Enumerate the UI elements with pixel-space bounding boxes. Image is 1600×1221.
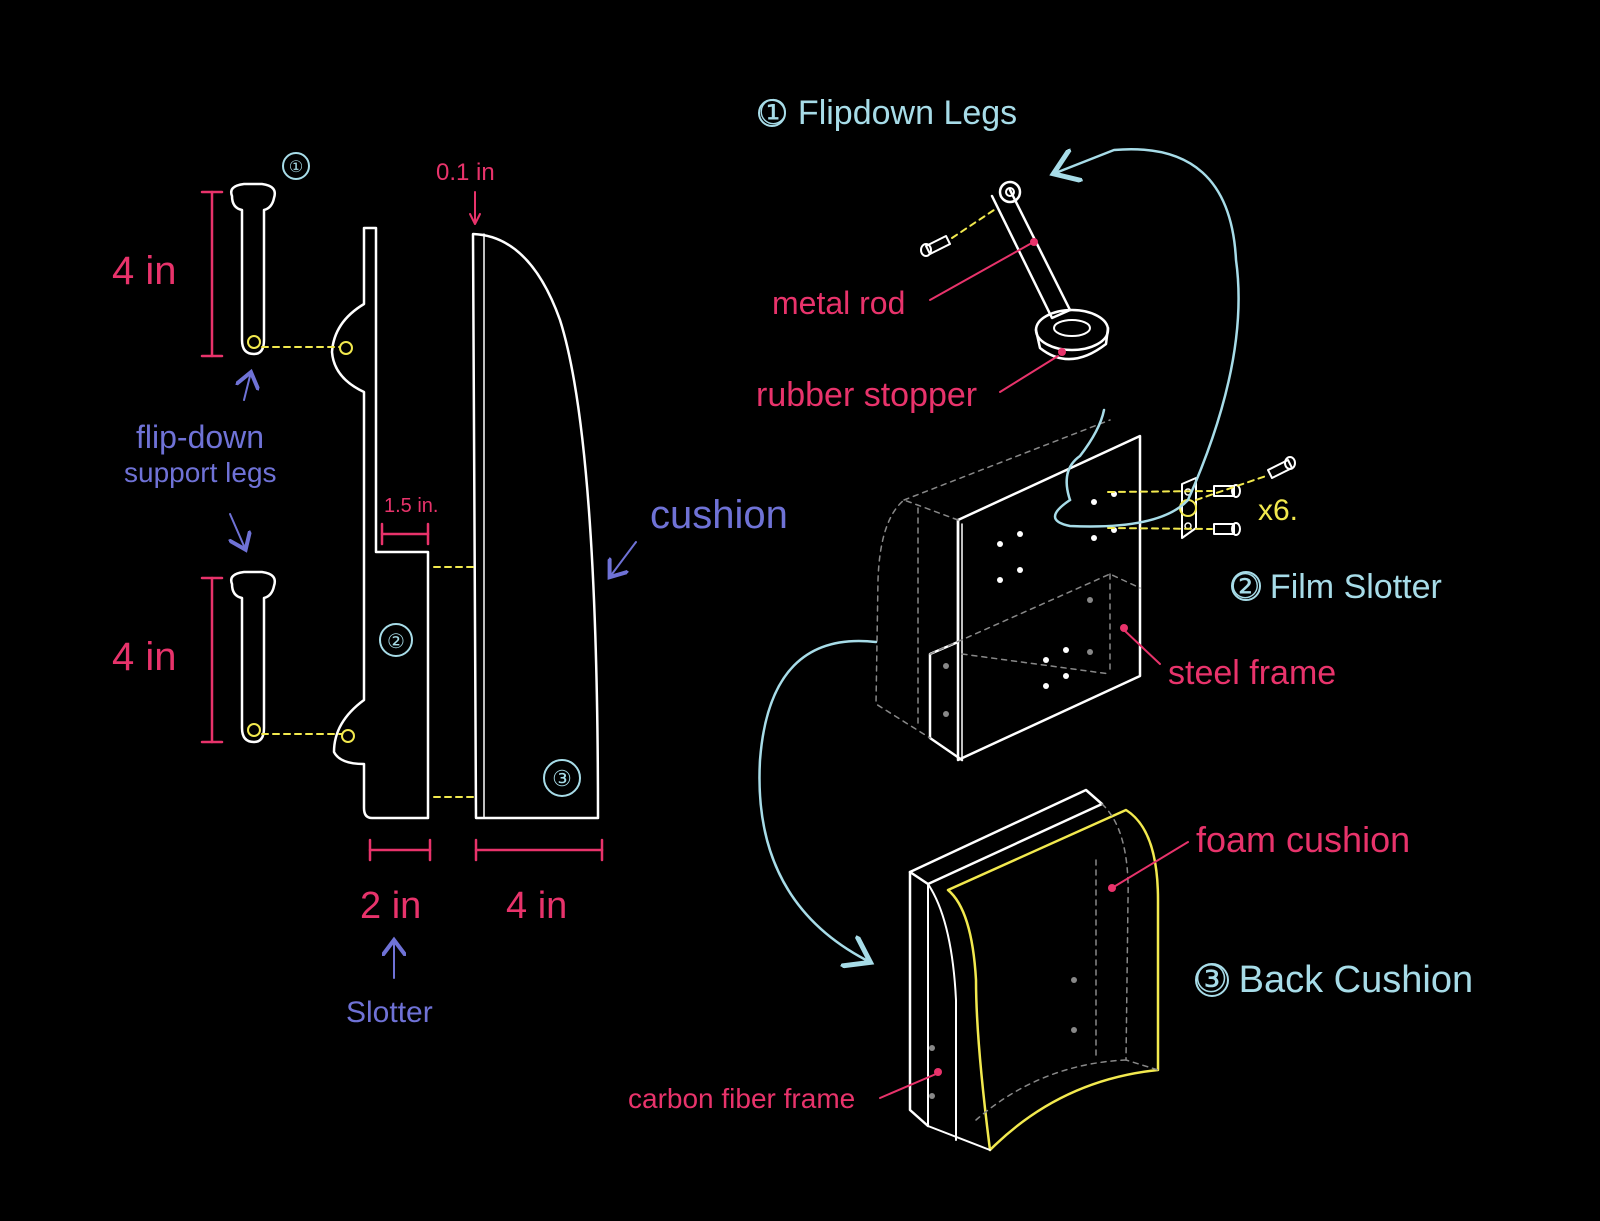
cushion-profile (471, 232, 600, 820)
leg-dimension-top (200, 190, 224, 358)
callout-part1: ① (289, 159, 303, 176)
flip-leg-bottom (230, 570, 276, 744)
leg-dimension-bottom (200, 576, 224, 744)
side-view (200, 152, 637, 979)
label-metal-rod: metal rod (772, 285, 905, 321)
label-screw-count: x6. (1258, 494, 1298, 527)
iso-film-slotter (875, 419, 1296, 762)
exploded-view (758, 99, 1296, 1152)
iso-flip-leg (920, 180, 1110, 361)
flip-leg-top (230, 182, 276, 356)
label-steel-frame: steel frame (1168, 654, 1336, 692)
note-legs-line1: flip-down (136, 419, 264, 455)
note-legs-line2: support legs (124, 457, 277, 488)
dim-slotter-width-label: 2 in (360, 885, 421, 927)
dim-leg-bottom-label: 4 in (112, 635, 177, 679)
iso-back-cushion (908, 788, 1160, 1152)
label-carbon-fiber-frame: carbon fiber frame (628, 1083, 855, 1114)
label-rubber-stopper: rubber stopper (756, 376, 977, 414)
dim-leg-top-label: 4 in (112, 249, 177, 293)
callout-part2: ② (387, 631, 405, 653)
slot-dimension (380, 522, 430, 546)
title-film-slotter: ② Film Slotter (1230, 568, 1442, 606)
slotter-profile (330, 226, 430, 820)
note-cushion: cushion (650, 493, 788, 537)
note-slotter: Slotter (346, 996, 433, 1029)
dim-slot-width-label: 1.5 in. (384, 495, 438, 517)
dim-cushion-width-label: 4 in (506, 885, 567, 927)
title-flipdown-legs: ① Flipdown Legs (758, 94, 1017, 132)
dim-cushion-tip-label: 0.1 in (436, 159, 495, 186)
slotter-dimension (368, 838, 432, 862)
callout-part3: ③ (552, 766, 572, 791)
title-back-cushion: ③ Back Cushion (1194, 959, 1473, 1001)
label-foam-cushion: foam cushion (1196, 819, 1410, 860)
cushion-dimension (474, 838, 604, 862)
